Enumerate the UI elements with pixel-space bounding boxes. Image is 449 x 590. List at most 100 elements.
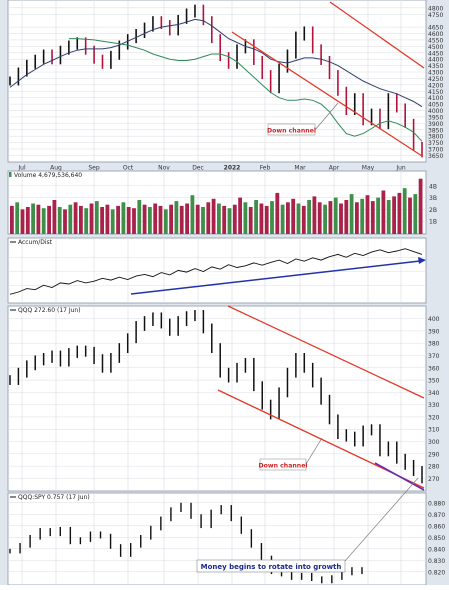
y-tick-label: 4800: [428, 5, 443, 12]
volume-bar: [291, 198, 296, 234]
volume-panel: 4B 3B 2B 1B Volume 4,679,536,640: [7, 170, 437, 235]
y-tick-label: 320: [428, 414, 440, 421]
channel-upper-line: [329, 1, 425, 69]
accum-dist-panel: Accum/Dist: [7, 237, 427, 304]
annotation-box: [196, 559, 346, 573]
panel-title: Volume 4,679,536,640: [14, 172, 82, 179]
volume-bar: [296, 203, 301, 234]
x-tick-label: Feb: [260, 165, 271, 172]
volume-bar: [10, 205, 14, 234]
volume-bar: [201, 207, 205, 234]
volume-bar: [179, 205, 184, 234]
volume-bar: [63, 209, 67, 234]
y-tick-label: 3B: [429, 195, 437, 202]
volume-bar: [137, 200, 142, 234]
y-tick-label: 4750: [428, 12, 443, 19]
volume-bar: [68, 204, 73, 234]
volume-bar: [227, 208, 232, 234]
trend-arrow-head: [418, 257, 426, 264]
y-tick-label: 3800: [428, 134, 443, 141]
y-tick-label: 4B: [429, 183, 437, 190]
y-tick-label: 0.870: [428, 512, 445, 519]
y-tick-label: 330: [428, 402, 440, 409]
volume-bar: [264, 205, 269, 234]
volume-bar: [248, 207, 253, 234]
volume-bar: [94, 201, 99, 234]
volume-bar: [317, 202, 322, 234]
y-tick-label: 400: [428, 316, 440, 323]
volume-bar: [392, 196, 396, 234]
annotation-leader: [305, 437, 323, 465]
y-tick-label: 4050: [428, 102, 443, 109]
volume-bar: [323, 204, 327, 234]
volume-bar: [275, 192, 280, 234]
volume-bar: [365, 195, 370, 234]
panel-title: QQQ 272.60 (17 Jun): [18, 307, 81, 314]
y-tick-label: 0.860: [428, 523, 445, 530]
y-tick-label: 370: [428, 353, 440, 360]
volume-bar: [158, 205, 163, 234]
annotation-label: Money begins to rotate into growth: [201, 563, 342, 571]
volume-bar: [105, 204, 110, 234]
volume-bar: [381, 190, 386, 234]
y-tick-label: 3850: [428, 127, 443, 134]
volume-bar: [15, 202, 20, 234]
panel-frame: [7, 237, 427, 304]
y-tick-label: 4000: [428, 108, 443, 115]
volume-bar: [79, 205, 83, 234]
y-tick-label: 290: [428, 451, 440, 458]
panel-frame: [7, 305, 427, 492]
y-tick-label: 350: [428, 378, 440, 385]
y-tick-label: 3700: [428, 147, 443, 154]
volume-bar: [222, 205, 227, 234]
qqq-panel: 400 390 380 370 360 350 340 330 320 310 300 290 280 2…: [7, 305, 440, 492]
y-tick-label: 0.820: [428, 569, 445, 576]
x-tick-label: Dec: [192, 165, 204, 172]
panel-title: Accum/Dist: [18, 239, 53, 246]
volume-bar: [20, 209, 25, 234]
x-tick-label: Jun: [395, 165, 406, 172]
y-tick-label: 390: [428, 328, 440, 335]
x-tick-label: Nov: [158, 165, 170, 172]
volume-bar: [301, 205, 306, 234]
annotation-leader: [314, 102, 339, 131]
y-tick-label: 2B: [429, 207, 437, 214]
volume-bar: [402, 188, 407, 234]
y-tick-label: 0.840: [428, 546, 445, 553]
y-tick-label: 270: [428, 476, 440, 483]
y-tick-label: 340: [428, 390, 440, 397]
volume-bar: [36, 204, 41, 234]
x-tick-label: Sep: [88, 165, 100, 172]
volume-bar: [185, 203, 189, 234]
volume-bar: [195, 204, 200, 234]
legend-swatch: [9, 172, 12, 177]
y-tick-label: 0.830: [428, 558, 445, 565]
y-tick-label: 4300: [428, 70, 443, 77]
x-tick-label: Mar: [294, 165, 306, 172]
annotation-leader: [344, 477, 419, 562]
volume-bar: [344, 200, 349, 234]
y-tick-label: 3750: [428, 140, 443, 147]
trend-arrow-line: [130, 260, 421, 295]
y-tick-label: 4450: [428, 50, 443, 57]
y-tick-label: 4250: [428, 76, 443, 83]
volume-bar: [89, 203, 94, 234]
y-tick-label: 4350: [428, 63, 443, 70]
volume-bar: [413, 194, 418, 234]
volume-bar: [349, 194, 354, 234]
volume-bar: [418, 178, 423, 234]
volume-bar: [254, 200, 258, 234]
volume-bar: [121, 202, 126, 234]
y-tick-label: 3950: [428, 114, 443, 121]
moving-average-short: [68, 38, 423, 142]
volume-bar: [126, 207, 131, 234]
x-tick-label: Aug: [50, 165, 62, 172]
volume-bar: [163, 209, 168, 234]
volume-bar: [333, 197, 338, 234]
volume-bar: [243, 202, 248, 234]
volume-bar: [259, 203, 264, 234]
accum-dist-line: [9, 248, 423, 295]
annotation-box: [259, 458, 307, 471]
volume-bar: [386, 200, 391, 234]
